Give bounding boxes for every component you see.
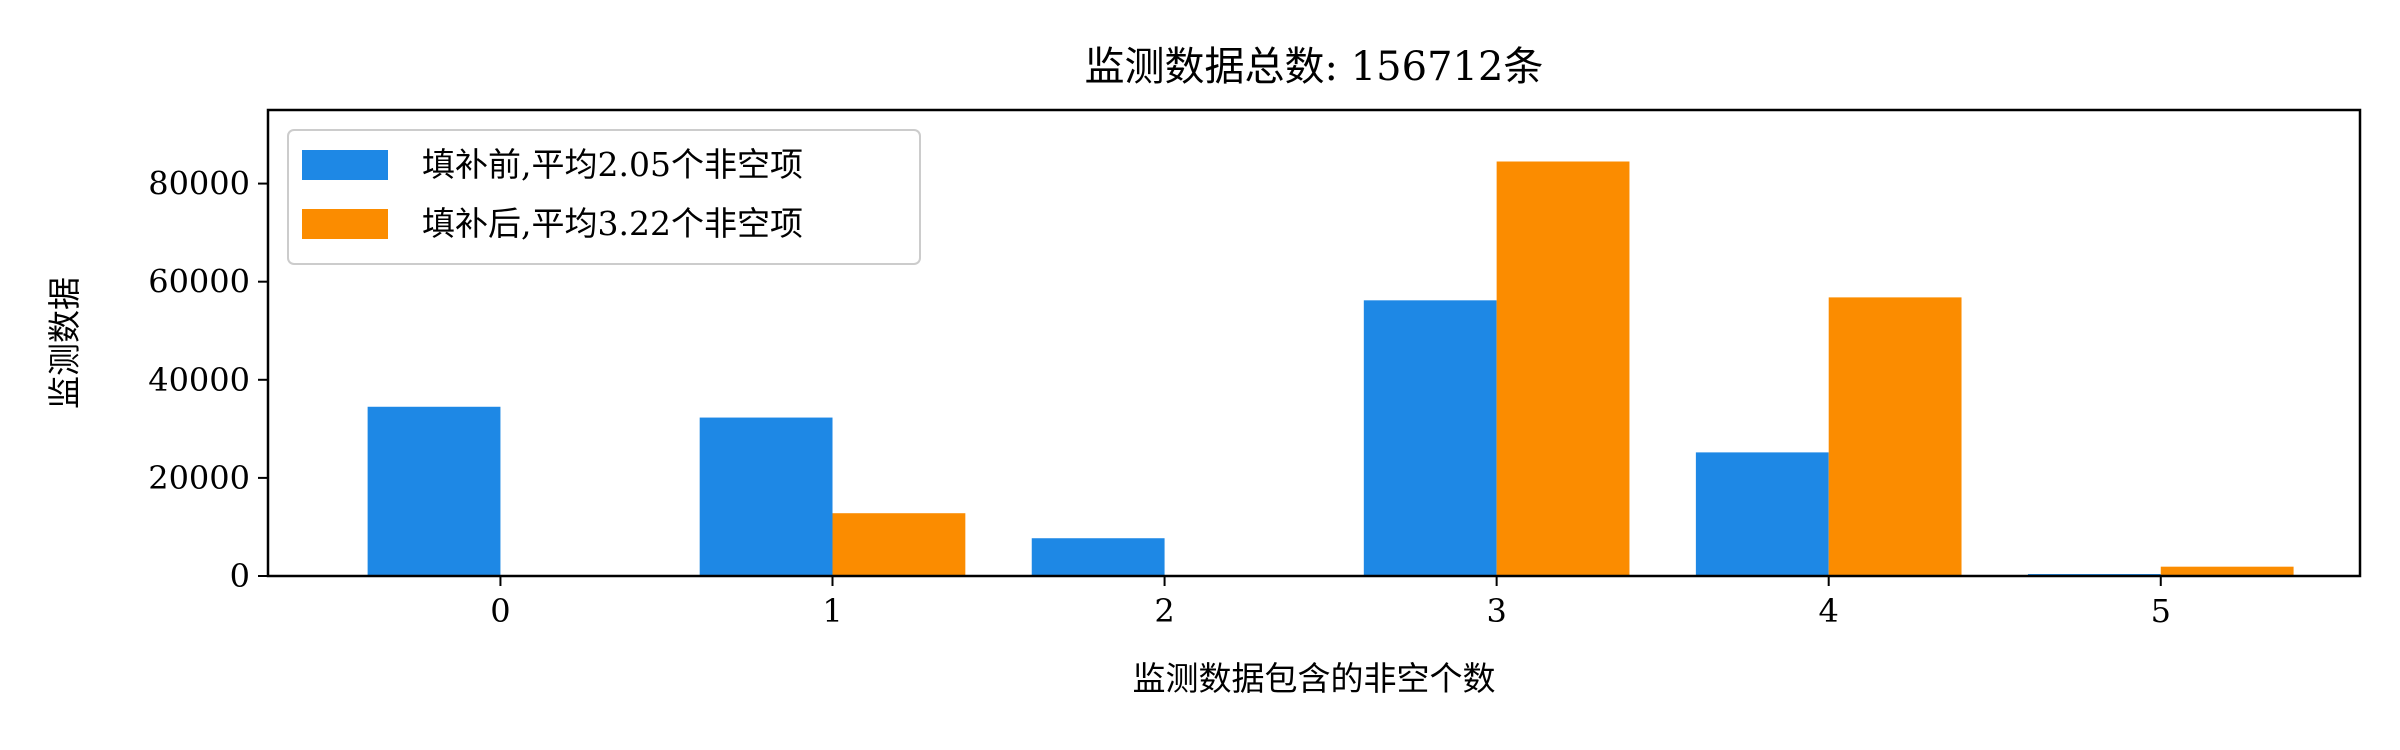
legend-label-after: 填补后,平均3.22个非空项	[422, 204, 803, 243]
bar-s1-c4	[1828, 297, 1962, 576]
x-tick-label: 4	[1819, 592, 1839, 630]
bars-layer	[367, 161, 2294, 577]
y-axis-ticks: 0 20000 40000 60000 80000	[148, 165, 268, 595]
bar-s0-c2	[1031, 538, 1165, 576]
legend: 填补前,平均2.05个非空项 填补后,平均3.22个非空项	[287, 129, 921, 265]
x-tick-label: 1	[822, 592, 842, 630]
chart-title: 监测数据总数: 156712条	[1085, 44, 1544, 90]
plot-frame	[266, 108, 2362, 578]
bar-s0-c3	[1363, 300, 1497, 576]
bar-s0-c4	[1695, 452, 1829, 576]
y-tick-label: 20000	[148, 459, 250, 497]
x-axis-ticks: 0 1 2 3 4 5	[490, 576, 2171, 630]
y-axis-label: 监测数据	[45, 277, 84, 409]
legend-swatch-after	[302, 209, 388, 239]
y-tick-label: 60000	[148, 263, 250, 301]
legend-box	[287, 129, 921, 265]
legend-swatch-before	[302, 150, 388, 180]
x-tick-label: 0	[490, 592, 510, 630]
bar-s1-c1	[832, 513, 966, 576]
x-axis-label: 监测数据包含的非空个数	[1133, 659, 1496, 698]
y-tick-label: 40000	[148, 361, 250, 399]
y-tick-label: 0	[230, 557, 250, 595]
x-tick-label: 2	[1154, 592, 1174, 630]
bar-s0-c1	[699, 417, 833, 576]
x-tick-label: 5	[2151, 592, 2171, 630]
bar-s1-c3	[1496, 161, 1630, 577]
legend-label-before: 填补前,平均2.05个非空项	[422, 145, 803, 184]
bar-s0-c0	[367, 406, 501, 576]
y-tick-label: 80000	[148, 165, 250, 203]
x-tick-label: 3	[1486, 592, 1506, 630]
bar-s1-c5	[2160, 566, 2294, 576]
